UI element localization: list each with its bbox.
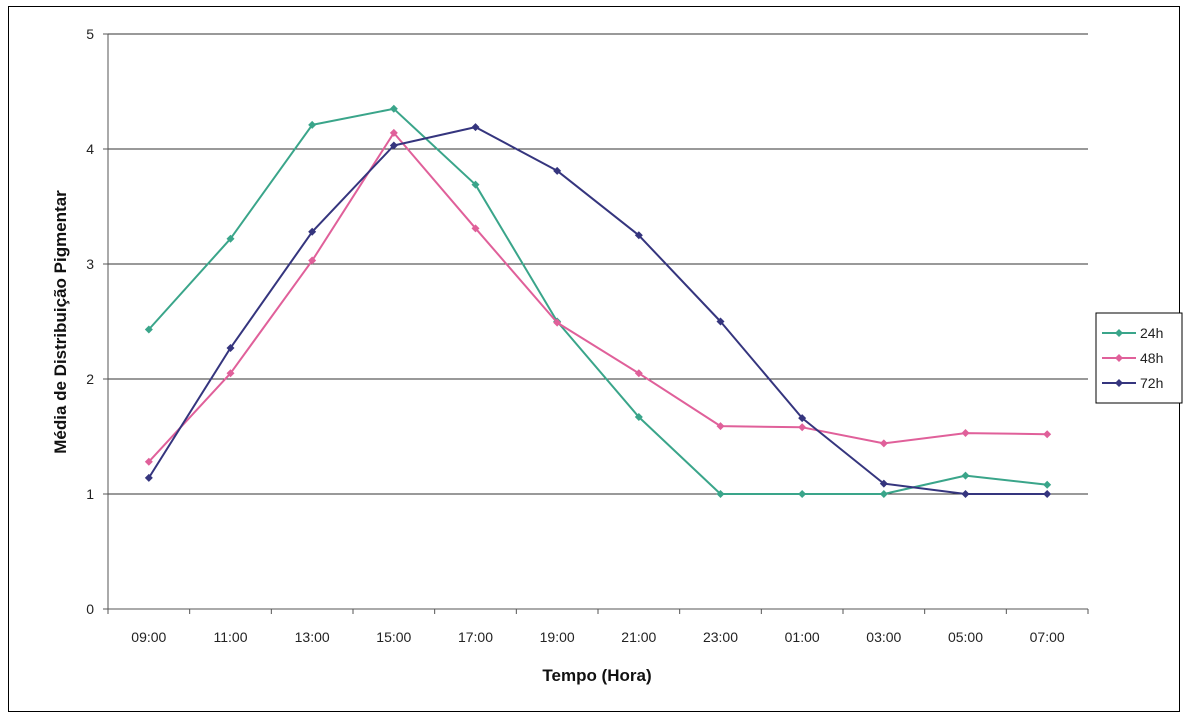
data-point-48h bbox=[634, 369, 643, 378]
x-tick-label: 19:00 bbox=[540, 629, 575, 645]
legend: 24h 48h 72h bbox=[1095, 312, 1183, 404]
data-point-72h bbox=[1043, 490, 1052, 498]
data-point-48h bbox=[471, 224, 480, 233]
x-tick-label: 07:00 bbox=[1030, 629, 1065, 645]
data-point-24h bbox=[226, 234, 235, 243]
y-tick-label: 3 bbox=[86, 256, 94, 272]
data-point-24h bbox=[634, 412, 643, 421]
x-tick-label: 13:00 bbox=[295, 629, 330, 645]
axes bbox=[103, 33, 1089, 614]
data-point-48h bbox=[798, 423, 807, 432]
data-point-72h bbox=[471, 123, 480, 132]
data-point-24h bbox=[716, 490, 725, 498]
data-point-48h bbox=[553, 318, 562, 327]
y-tick-label: 0 bbox=[86, 601, 94, 617]
legend-label-48h: 48h bbox=[1140, 350, 1163, 366]
data-point-72h bbox=[961, 490, 970, 498]
data-point-48h bbox=[879, 439, 888, 448]
series-line-72h bbox=[147, 126, 1048, 495]
y-tick-label: 5 bbox=[86, 26, 94, 42]
legend-label-24h: 24h bbox=[1140, 325, 1163, 341]
y-tick-label: 2 bbox=[86, 371, 94, 387]
data-point-72h bbox=[634, 231, 643, 240]
data-point-24h bbox=[471, 180, 480, 189]
data-point-48h bbox=[226, 369, 235, 378]
data-point-72h bbox=[144, 473, 153, 482]
series-lines bbox=[144, 104, 1052, 498]
y-axis-title: Média de Distribuição Pigmentar bbox=[51, 190, 70, 454]
data-point-48h bbox=[144, 457, 153, 466]
data-point-24h bbox=[1043, 480, 1052, 489]
series-line-24h bbox=[148, 107, 1048, 495]
data-point-48h bbox=[389, 128, 398, 137]
chart-frame bbox=[8, 6, 1180, 712]
x-tick-label: 09:00 bbox=[131, 629, 166, 645]
y-tick-label: 1 bbox=[86, 486, 94, 502]
data-point-72h bbox=[308, 227, 317, 236]
x-tick-label: 15:00 bbox=[376, 629, 411, 645]
data-point-24h bbox=[308, 120, 317, 129]
x-tick-label: 05:00 bbox=[948, 629, 983, 645]
x-tick-label: 23:00 bbox=[703, 629, 738, 645]
data-point-24h bbox=[389, 104, 398, 113]
y-tick-label: 4 bbox=[86, 141, 94, 157]
data-point-24h bbox=[961, 471, 970, 480]
data-point-72h bbox=[879, 479, 888, 488]
data-point-24h bbox=[144, 325, 153, 334]
data-point-48h bbox=[1043, 430, 1052, 439]
data-point-72h bbox=[226, 343, 235, 352]
legend-marker-48h bbox=[1115, 354, 1123, 362]
legend-marker-24h bbox=[1115, 329, 1123, 337]
x-tick-label: 21:00 bbox=[621, 629, 656, 645]
tick-labels: 0 1 2 3 4 5 09:00 11:00 13:00 15:00 17:00 19:00 21:0… bbox=[86, 26, 1065, 645]
x-tick-label: 11:00 bbox=[214, 629, 248, 645]
data-point-48h bbox=[961, 429, 970, 438]
legend-label-72h: 72h bbox=[1140, 375, 1163, 391]
data-point-48h bbox=[716, 422, 725, 431]
data-point-72h bbox=[389, 141, 398, 150]
x-tick-label: 01:00 bbox=[785, 629, 820, 645]
x-axis-title: Tempo (Hora) bbox=[542, 666, 651, 685]
data-point-72h bbox=[798, 414, 807, 423]
data-point-24h bbox=[798, 490, 807, 498]
data-point-48h bbox=[308, 256, 317, 265]
series-line-48h bbox=[148, 131, 1048, 463]
x-tick-label: 03:00 bbox=[866, 629, 901, 645]
legend-marker-72h bbox=[1115, 379, 1123, 387]
x-tick-label: 17:00 bbox=[458, 629, 493, 645]
data-point-24h bbox=[879, 490, 888, 498]
data-point-72h bbox=[553, 166, 562, 175]
data-point-72h bbox=[716, 317, 725, 326]
gridlines bbox=[108, 33, 1088, 495]
